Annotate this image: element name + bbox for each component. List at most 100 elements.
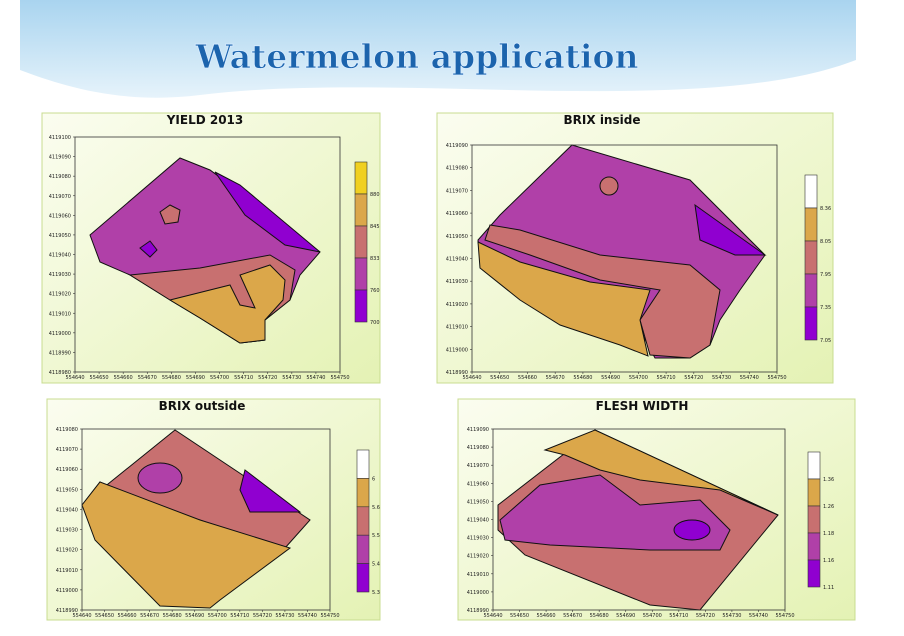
y-tick-label: 4118990 [49,350,71,356]
colorbar-label: 5.4 [372,562,380,568]
y-tick-label: 4119040 [467,518,489,524]
x-tick-label: 554670 [138,375,157,381]
x-tick-label: 554690 [616,613,635,619]
x-tick-label: 554730 [282,375,301,381]
y-tick-label: 4119080 [446,166,468,172]
x-tick-label: 554750 [320,613,339,619]
y-tick-label: 4119080 [49,174,71,180]
colorbar-segment [804,306,818,341]
y-tick-label: 4119020 [446,302,468,308]
colorbar-segment [356,478,370,508]
colorbar-label: 5.6 [372,505,380,511]
y-tick-label: 4119010 [467,572,489,578]
colorbar-label: 1.36 [823,477,834,483]
y-tick-label: 4119090 [49,155,71,161]
y-tick-label: 4119010 [446,325,468,331]
x-tick-label: 554720 [696,613,715,619]
panel-title: BRIX outside [159,399,246,413]
x-tick-label: 554740 [306,375,325,381]
colorbar-segment [356,563,370,593]
colorbar-label: 8.05 [820,239,831,245]
y-tick-label: 4119070 [49,194,71,200]
colorbar-label: 7.05 [820,338,831,344]
x-tick-label: 554720 [258,375,277,381]
y-tick-label: 4118990 [56,608,78,614]
x-tick-label: 554640 [483,613,502,619]
colorbar-label: 6 [372,476,375,482]
colorbar-segment [356,534,370,564]
y-tick-label: 4119080 [56,427,78,433]
x-tick-label: 554690 [185,613,204,619]
x-tick-label: 554740 [740,375,759,381]
y-tick-label: 4119040 [56,507,78,513]
contour-map [497,429,779,611]
y-tick-label: 4119030 [446,279,468,285]
plot-area [81,428,331,611]
colorbar-label: 8.36 [820,206,831,212]
contour-map [89,157,321,344]
colorbar-label: 760 [370,288,380,294]
x-tick-label: 554720 [253,613,272,619]
y-tick-label: 4119060 [446,211,468,217]
colorbar-segment [807,505,821,534]
colorbar-segment [807,478,821,507]
y-tick-label: 4119020 [467,554,489,560]
y-tick-label: 4119050 [49,233,71,239]
colorbar-segment [804,240,818,275]
y-tick-label: 4118990 [446,370,468,376]
y-tick-label: 4119090 [467,427,489,433]
y-tick-label: 4119050 [446,234,468,240]
y-tick-label: 4119000 [446,347,468,353]
x-tick-label: 554690 [186,375,205,381]
y-tick-label: 4119040 [49,253,71,259]
x-tick-label: 554730 [722,613,741,619]
x-tick-label: 554650 [510,613,529,619]
colorbar-label: 5.3 [372,590,380,596]
y-tick-label: 4119080 [467,445,489,451]
panel-title: YIELD 2013 [166,113,244,127]
contour-map [81,429,311,609]
x-tick-label: 554640 [72,613,91,619]
x-tick-label: 554750 [767,375,786,381]
slide-title: Watermelon application [194,37,638,76]
x-tick-label: 554750 [330,375,349,381]
x-tick-label: 554730 [275,613,294,619]
y-tick-label: 4119060 [56,467,78,473]
y-tick-label: 4119010 [49,311,71,317]
colorbar-label: 833 [370,256,380,262]
x-tick-label: 554680 [162,375,181,381]
x-tick-label: 554710 [669,613,688,619]
x-tick-label: 554680 [573,375,592,381]
colorbar-label: 880 [370,192,380,198]
colorbar-segment [354,289,368,323]
x-tick-label: 554740 [298,613,317,619]
colorbar-segment [804,207,818,242]
y-tick-label: 4119070 [467,463,489,469]
colorbar-label: 7.35 [820,305,831,311]
x-tick-label: 554700 [210,375,229,381]
y-tick-label: 4119090 [446,143,468,149]
y-tick-label: 4119000 [49,331,71,337]
x-tick-label: 554640 [462,375,481,381]
y-tick-label: 4119030 [467,536,489,542]
y-tick-label: 4119020 [56,548,78,554]
x-tick-label: 554650 [95,613,114,619]
colorbar-segment [356,506,370,536]
y-tick-label: 4119010 [56,568,78,574]
x-tick-label: 554720 [684,375,703,381]
x-tick-label: 554680 [163,613,182,619]
x-tick-label: 554640 [65,375,84,381]
colorbar-segment [804,273,818,308]
y-tick-label: 4119050 [467,499,489,505]
panel-title: BRIX inside [564,113,641,127]
colorbar-segment [807,559,821,588]
x-tick-label: 554680 [590,613,609,619]
y-tick-label: 4119050 [56,487,78,493]
x-tick-label: 554700 [208,613,227,619]
colorbar-segment [807,451,821,480]
x-tick-label: 554650 [90,375,109,381]
header-wave [20,0,856,98]
x-tick-label: 554730 [712,375,731,381]
colorbar-label: 1.11 [823,585,834,591]
